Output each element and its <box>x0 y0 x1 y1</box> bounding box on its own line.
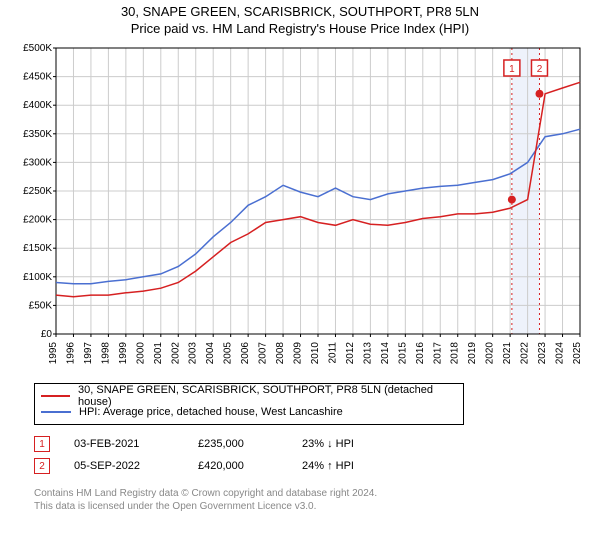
svg-text:2008: 2008 <box>275 342 286 365</box>
sale-date: 05-SEP-2022 <box>74 460 174 472</box>
svg-text:£500K: £500K <box>23 43 52 54</box>
chart-title-sub: Price paid vs. HM Land Registry's House … <box>0 21 600 36</box>
sale-date: 03-FEB-2021 <box>74 438 174 450</box>
svg-text:1999: 1999 <box>118 342 129 365</box>
svg-text:£300K: £300K <box>23 157 52 168</box>
svg-text:£250K: £250K <box>23 186 52 197</box>
svg-text:£200K: £200K <box>23 215 52 226</box>
legend-swatch <box>41 395 70 397</box>
sale-diff: 23% ↓ HPI <box>302 438 392 450</box>
copyright: Contains HM Land Registry data © Crown c… <box>34 487 588 513</box>
legend-label: HPI: Average price, detached house, West… <box>79 406 343 418</box>
svg-text:2022: 2022 <box>520 342 531 365</box>
svg-text:2001: 2001 <box>153 342 164 365</box>
svg-text:2005: 2005 <box>223 342 234 365</box>
svg-text:2016: 2016 <box>415 342 426 365</box>
svg-text:2012: 2012 <box>345 342 356 365</box>
svg-text:2009: 2009 <box>293 342 304 365</box>
chart-title-main: 30, SNAPE GREEN, SCARISBRICK, SOUTHPORT,… <box>0 4 600 19</box>
svg-text:2002: 2002 <box>170 342 181 365</box>
svg-text:£150K: £150K <box>23 243 52 254</box>
sale-marker-icon: 2 <box>34 458 50 474</box>
svg-text:1: 1 <box>509 64 515 75</box>
svg-text:1998: 1998 <box>100 342 111 365</box>
svg-text:2015: 2015 <box>397 342 408 365</box>
svg-text:£100K: £100K <box>23 272 52 283</box>
svg-text:£400K: £400K <box>23 100 52 111</box>
svg-text:2019: 2019 <box>467 342 478 365</box>
svg-text:2024: 2024 <box>555 342 566 365</box>
svg-text:2003: 2003 <box>188 342 199 365</box>
svg-text:2023: 2023 <box>537 342 548 365</box>
chart-svg: £0 £50K £100K £150K £200K £250K £300K £350K £400… <box>12 42 588 372</box>
sale-price: £420,000 <box>198 460 278 472</box>
svg-text:2025: 2025 <box>572 342 583 365</box>
legend-swatch <box>41 411 71 413</box>
svg-text:2: 2 <box>537 64 543 75</box>
sale-row: 1 03-FEB-2021 £235,000 23% ↓ HPI <box>34 433 588 455</box>
legend-item: 30, SNAPE GREEN, SCARISBRICK, SOUTHPORT,… <box>41 388 457 404</box>
legend-label: 30, SNAPE GREEN, SCARISBRICK, SOUTHPORT,… <box>78 384 457 408</box>
sale-price: £235,000 <box>198 438 278 450</box>
sale-marker-icon: 1 <box>34 436 50 452</box>
legend: 30, SNAPE GREEN, SCARISBRICK, SOUTHPORT,… <box>34 383 464 425</box>
svg-text:2014: 2014 <box>380 342 391 365</box>
svg-text:1997: 1997 <box>83 342 94 365</box>
svg-text:2018: 2018 <box>450 342 461 365</box>
copyright-line: Contains HM Land Registry data © Crown c… <box>34 487 588 500</box>
svg-text:2007: 2007 <box>258 342 269 365</box>
svg-text:2010: 2010 <box>310 342 321 365</box>
svg-text:£350K: £350K <box>23 129 52 140</box>
svg-text:2017: 2017 <box>432 342 443 365</box>
svg-text:2006: 2006 <box>240 342 251 365</box>
svg-text:2011: 2011 <box>327 342 338 364</box>
sale-diff: 24% ↑ HPI <box>302 460 392 472</box>
chart-area: £0 £50K £100K £150K £200K £250K £300K £350K £400… <box>12 42 588 375</box>
svg-text:2021: 2021 <box>502 342 513 365</box>
svg-text:2000: 2000 <box>135 342 146 365</box>
copyright-line: This data is licensed under the Open Gov… <box>34 500 588 513</box>
sale-rows: 1 03-FEB-2021 £235,000 23% ↓ HPI 2 05-SE… <box>34 433 588 477</box>
svg-text:2004: 2004 <box>205 342 216 365</box>
svg-text:£450K: £450K <box>23 72 52 83</box>
sale-row: 2 05-SEP-2022 £420,000 24% ↑ HPI <box>34 455 588 477</box>
svg-text:1995: 1995 <box>48 342 59 365</box>
svg-text:2013: 2013 <box>362 342 373 365</box>
svg-text:£50K: £50K <box>29 300 53 311</box>
svg-text:1996: 1996 <box>65 342 76 365</box>
svg-text:2020: 2020 <box>485 342 496 365</box>
svg-text:£0: £0 <box>41 329 53 340</box>
